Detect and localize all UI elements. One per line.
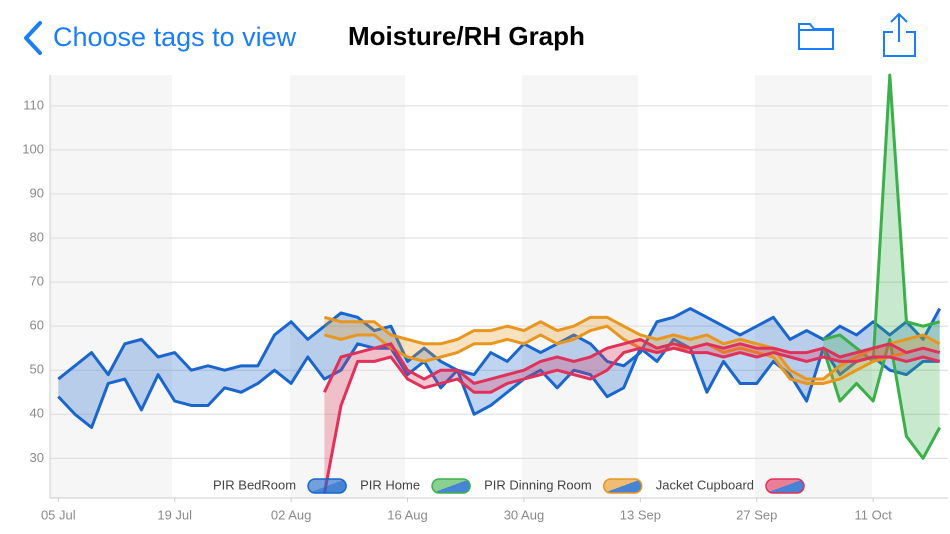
range-fill bbox=[324, 339, 940, 494]
high-line bbox=[57, 307, 942, 381]
week-band bbox=[755, 75, 872, 498]
legend: PIR BedRoom PIR Home PIR Dinning Room Jacke… bbox=[213, 477, 805, 494]
back-button[interactable]: Choose tags to view bbox=[24, 21, 297, 55]
x-tick-label: 13 Sep bbox=[620, 507, 661, 522]
y-tick-label: 80 bbox=[30, 229, 44, 244]
legend-swatch bbox=[431, 478, 471, 494]
week-band bbox=[50, 75, 172, 498]
y-tick-label: 90 bbox=[30, 185, 44, 200]
legend-swatch bbox=[765, 478, 805, 494]
legend-label: PIR BedRoom bbox=[213, 477, 296, 492]
high-line bbox=[323, 337, 941, 393]
x-tick-label: 16 Aug bbox=[387, 507, 428, 522]
legend-label: PIR Dinning Room bbox=[484, 477, 592, 492]
share-icon[interactable] bbox=[883, 12, 916, 57]
share-button[interactable] bbox=[883, 12, 916, 57]
range-fill bbox=[58, 308, 940, 428]
folder-button[interactable] bbox=[798, 23, 834, 50]
y-tick-label: 50 bbox=[30, 362, 44, 377]
back-label[interactable]: Choose tags to view bbox=[53, 22, 297, 52]
week-shading bbox=[50, 75, 872, 498]
x-tick-label: 05 Jul bbox=[41, 507, 76, 522]
x-tick-label: 30 Aug bbox=[504, 507, 545, 522]
high-line bbox=[324, 315, 941, 381]
y-tick-label: 30 bbox=[30, 450, 44, 465]
week-band bbox=[522, 75, 638, 498]
y-tick-label: 70 bbox=[30, 274, 44, 289]
week-band bbox=[290, 75, 405, 498]
y-tick-label: 60 bbox=[30, 318, 44, 333]
screen-title: Moisture/RH Graph bbox=[348, 21, 585, 51]
low-line bbox=[324, 324, 941, 385]
legend-label: PIR Home bbox=[360, 477, 420, 492]
legend-label: Jacket Cupboard bbox=[656, 477, 754, 492]
legend-swatch bbox=[602, 478, 643, 494]
y-tick-label: 40 bbox=[30, 406, 44, 421]
folder-icon[interactable] bbox=[798, 23, 834, 50]
back-chevron[interactable] bbox=[24, 21, 42, 55]
low-line bbox=[821, 337, 942, 460]
y-tick-label: 100 bbox=[22, 141, 44, 156]
x-tick-label: 02 Aug bbox=[271, 507, 312, 522]
low-line bbox=[322, 346, 941, 494]
y-tick-label: 110 bbox=[23, 97, 44, 112]
legend-swatch bbox=[307, 478, 347, 494]
high-line bbox=[822, 73, 941, 363]
x-tick-label: 27 Sep bbox=[736, 507, 777, 522]
x-tick-label: 19 Jul bbox=[157, 507, 192, 522]
x-tick-label: 11 Oct bbox=[854, 507, 892, 522]
